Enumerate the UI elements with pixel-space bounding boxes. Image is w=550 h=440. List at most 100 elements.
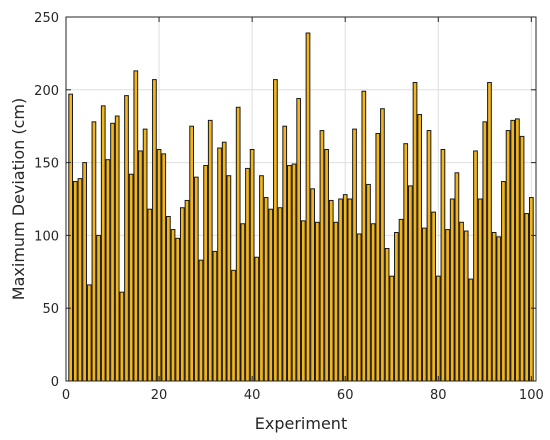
- bar: [421, 227, 427, 382]
- bar: [356, 233, 362, 382]
- bar: [235, 106, 241, 382]
- bar: [189, 125, 195, 382]
- bar: [114, 115, 120, 382]
- bar: [398, 218, 404, 382]
- bar: [468, 278, 474, 382]
- bar: [366, 183, 371, 382]
- bar: [449, 198, 455, 382]
- bar: [68, 93, 74, 382]
- x-axis-label: Experiment: [255, 414, 347, 433]
- bar: [519, 135, 525, 382]
- y-tick-label: 0: [51, 375, 59, 390]
- bar: [240, 223, 246, 382]
- x-tick-label: 0: [62, 388, 70, 403]
- bar: [324, 148, 329, 382]
- bar: [86, 284, 92, 382]
- y-tick-label: 200: [34, 84, 59, 99]
- bar: [198, 259, 204, 382]
- bar: [505, 130, 511, 382]
- bar: [207, 119, 213, 382]
- bar: [440, 148, 446, 382]
- bar: [184, 199, 190, 382]
- bar: [435, 275, 441, 382]
- bar: [477, 198, 483, 382]
- bars: [68, 32, 534, 382]
- bar: [72, 181, 78, 382]
- x-tick-label: 60: [337, 388, 354, 403]
- bar: [212, 250, 218, 382]
- bar: [96, 234, 101, 382]
- bar: [403, 143, 409, 382]
- bar: [91, 121, 97, 382]
- bar: [380, 108, 385, 382]
- bar: [287, 165, 292, 382]
- bar: [333, 221, 339, 382]
- bar: [133, 70, 139, 382]
- bar: [342, 194, 348, 382]
- bar: [347, 198, 353, 382]
- bar: [231, 269, 236, 382]
- bar: [142, 128, 148, 382]
- y-axis-ticks: 0 50 100 150 200 250: [34, 11, 536, 390]
- x-tick-label: 80: [430, 388, 447, 403]
- bar: [245, 167, 250, 382]
- bar: [473, 150, 478, 382]
- bar: [119, 291, 125, 382]
- bar: [375, 132, 381, 382]
- bar: [407, 185, 413, 382]
- bar: [310, 188, 315, 382]
- x-tick-label: 40: [244, 388, 261, 403]
- bar: [314, 221, 320, 382]
- bar: [259, 175, 264, 382]
- bar: [528, 197, 534, 382]
- bar: [515, 118, 520, 382]
- bar: [105, 159, 111, 382]
- bar: [496, 236, 502, 382]
- bar: [370, 223, 376, 382]
- x-axis-ticks: 0 20 40 60 80 100: [62, 17, 544, 403]
- bar: [394, 231, 399, 382]
- bar: [152, 79, 157, 382]
- plot-frame: [65, 16, 537, 382]
- bar: [166, 215, 171, 382]
- bar: [263, 197, 269, 382]
- bar: [170, 229, 176, 382]
- bar: [482, 121, 488, 382]
- x-tick-label: 100: [519, 388, 544, 403]
- bar: [361, 90, 367, 382]
- bar: [77, 178, 83, 382]
- y-tick-label: 50: [42, 302, 59, 317]
- bar: [124, 95, 129, 382]
- bar: [128, 173, 134, 382]
- bar: [305, 32, 311, 382]
- bar: [110, 122, 115, 382]
- x-tick-label: 20: [151, 388, 168, 403]
- bar: [226, 175, 232, 382]
- bar: [319, 130, 325, 382]
- bar: [221, 141, 227, 382]
- bar: [487, 82, 492, 382]
- bar: [501, 181, 506, 382]
- bar: [147, 208, 153, 382]
- bar: [524, 213, 530, 382]
- bar: [328, 199, 334, 382]
- bar: [412, 82, 418, 382]
- bar: [156, 148, 162, 382]
- bar: [217, 147, 222, 382]
- bar: [491, 231, 497, 382]
- y-tick-label: 250: [34, 11, 59, 26]
- bar: [193, 176, 199, 382]
- bar: [138, 150, 143, 382]
- bar: [291, 163, 297, 382]
- bar: [389, 275, 395, 382]
- bar: [179, 207, 185, 382]
- bar: [82, 162, 87, 382]
- bar: [203, 165, 208, 382]
- bar: [426, 130, 432, 382]
- y-tick-label: 150: [34, 157, 59, 172]
- bar: [100, 105, 106, 382]
- bar: [249, 148, 255, 382]
- bar: [161, 153, 167, 382]
- bar: [510, 119, 516, 382]
